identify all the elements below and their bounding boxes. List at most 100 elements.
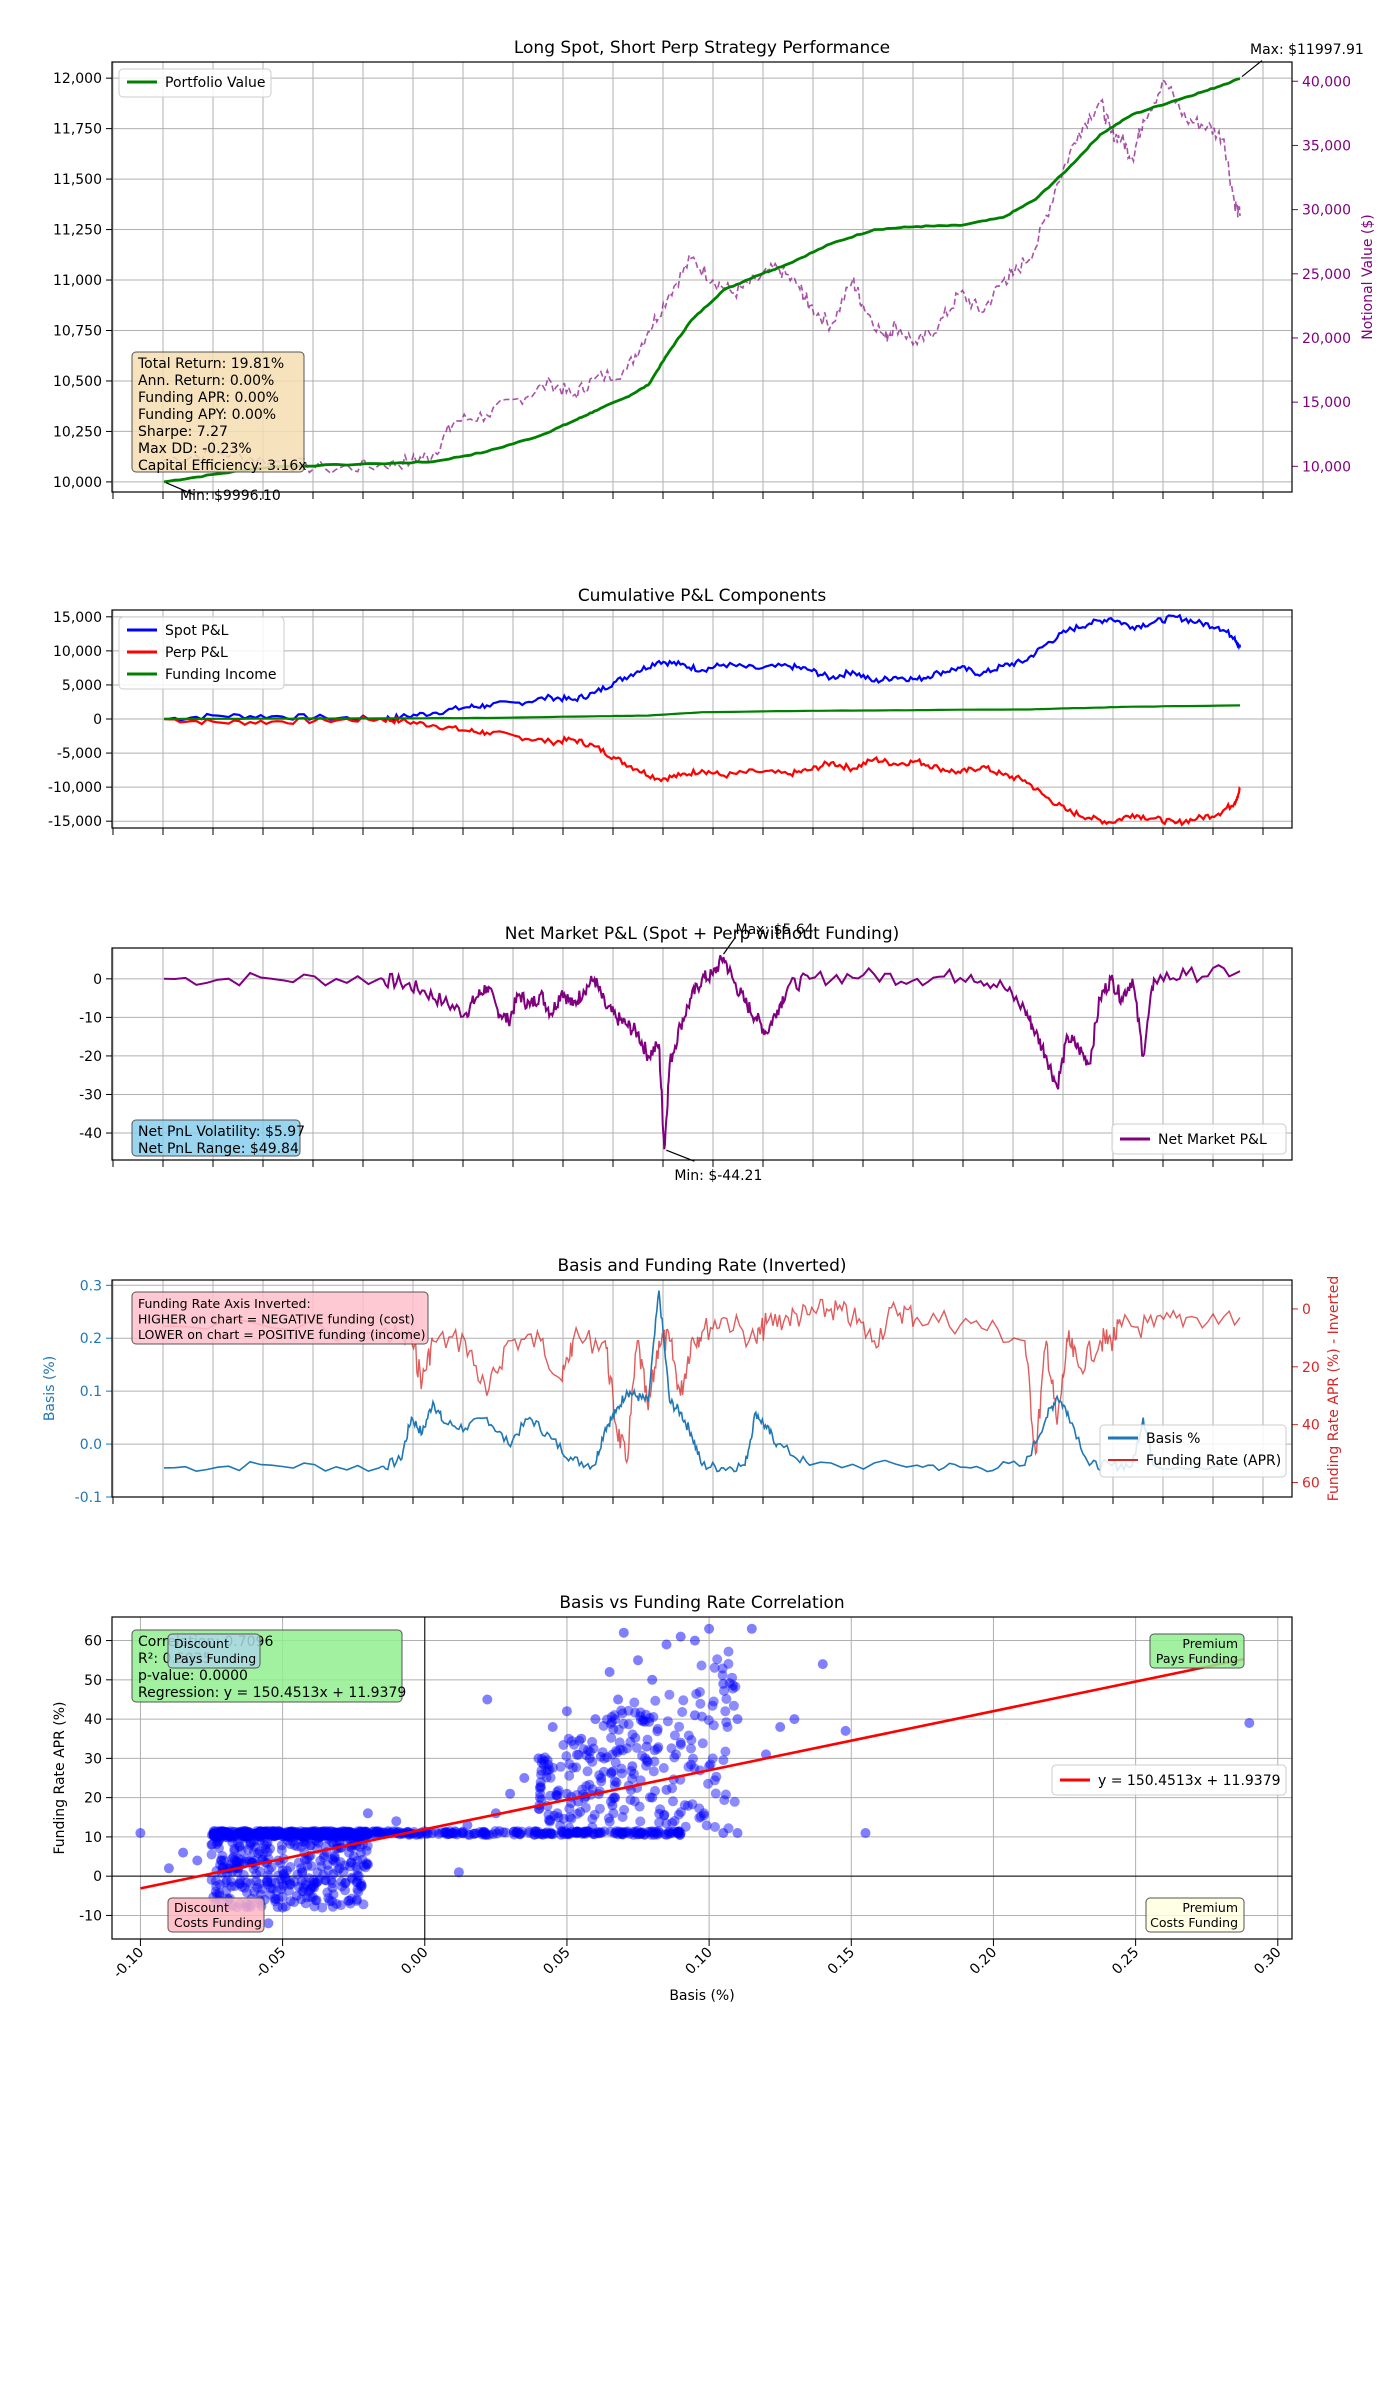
scatter-point [587, 1827, 598, 1838]
scatter-point [232, 1838, 243, 1848]
scatter-point [358, 1827, 369, 1838]
scatter-point [270, 1826, 281, 1837]
scatter-point [363, 1829, 374, 1840]
scatter-point [235, 1879, 245, 1889]
scatter-point [310, 1829, 321, 1840]
scatter-point [614, 1827, 625, 1838]
scatter-point [571, 1749, 582, 1760]
scatter-point [306, 1861, 317, 1871]
scatter-point [675, 1631, 686, 1642]
scatter-point [209, 1828, 219, 1838]
scatter-point [269, 1830, 280, 1841]
scatter-point [243, 1831, 254, 1842]
scatter-point [541, 1827, 552, 1838]
scatter-point [596, 1827, 607, 1838]
scatter-point [619, 1804, 630, 1815]
legend-label: Basis % [1146, 1431, 1200, 1447]
scatter-point [296, 1863, 307, 1874]
scatter-point [629, 1697, 640, 1708]
scatter-point [212, 1831, 222, 1842]
scatter-point [255, 1826, 265, 1837]
scatter-point [254, 1878, 265, 1889]
scatter-point [699, 1810, 709, 1821]
scatter-point [262, 1837, 273, 1848]
scatter-point [564, 1812, 575, 1823]
scatter-point [354, 1827, 365, 1838]
scatter-point [271, 1894, 281, 1905]
y-tick-label: -10 [79, 1908, 102, 1924]
scatter-point [351, 1894, 362, 1905]
scatter-point [335, 1900, 346, 1911]
scatter-point [228, 1852, 239, 1863]
scatter-point [358, 1831, 369, 1842]
y-tick-label: 12,000 [53, 71, 102, 87]
scatter-point [590, 1714, 601, 1725]
scatter-point [255, 1866, 265, 1877]
pnl-x-ticks [112, 828, 1264, 835]
scatter-point [268, 1831, 279, 1842]
scatter-point [322, 1829, 333, 1840]
scatter-point [529, 1829, 540, 1840]
scatter-point [239, 1831, 250, 1842]
y-tick-label: 10,250 [53, 424, 102, 440]
scatter-point [277, 1831, 288, 1842]
scatter-point [604, 1667, 615, 1677]
quadrant-frame [167, 1633, 261, 1669]
stat-line: Funding APY: 0.00% [138, 407, 276, 423]
stat-line: Net PnL Volatility: $5.97 [138, 1124, 305, 1140]
scatter-point [215, 1879, 225, 1890]
scatter-point [618, 1829, 628, 1840]
scatter-point [213, 1832, 224, 1843]
scatter-point [363, 1829, 373, 1840]
y-tick-label: -0.1 [75, 1490, 102, 1506]
scatter-point [686, 1743, 696, 1754]
y2-tick-label: 60 [1302, 1476, 1320, 1492]
scatter-point [611, 1745, 622, 1756]
scatter-point [669, 1816, 680, 1826]
scatter-point [263, 1870, 273, 1881]
scatter-point [348, 1828, 359, 1839]
scatter-point [241, 1828, 252, 1839]
scatter-point [694, 1687, 705, 1697]
scatter-point [299, 1854, 310, 1865]
scatter-point [572, 1826, 583, 1837]
scatter-point [344, 1826, 355, 1837]
scatter-point [636, 1828, 647, 1839]
scatter-point [327, 1854, 338, 1865]
scatter-point [321, 1830, 331, 1841]
scatter-point [544, 1816, 555, 1827]
scatter-point [453, 1867, 464, 1878]
scatter-point [323, 1865, 334, 1876]
scatter-point [635, 1816, 646, 1827]
scatter-point [789, 1714, 800, 1725]
scatter-point [311, 1826, 322, 1837]
scatter-point [226, 1881, 237, 1892]
scatter-point [251, 1828, 262, 1839]
scatter-point [270, 1896, 281, 1907]
scatter-point [315, 1831, 326, 1842]
scatter-point [284, 1827, 295, 1838]
scatter-point [637, 1750, 648, 1761]
scatter-point [509, 1829, 520, 1840]
scatter-point [319, 1850, 330, 1861]
scatter-point [602, 1714, 612, 1725]
scatter-point [671, 1749, 681, 1760]
scatter-point [300, 1827, 311, 1838]
scatter-point [240, 1826, 251, 1837]
scatter-point [578, 1744, 589, 1755]
scatter-point [286, 1831, 297, 1842]
scatter-point [689, 1763, 700, 1774]
scatter-point [555, 1761, 566, 1772]
scatter-point [617, 1827, 628, 1838]
funding-rate-line [163, 1298, 1241, 1465]
scatter-point [334, 1835, 345, 1846]
scatter-point [511, 1826, 522, 1837]
scatter-point [621, 1827, 632, 1838]
scatter-point [220, 1877, 231, 1888]
scatter-point [342, 1828, 353, 1839]
scatter-point [663, 1826, 674, 1837]
scatter-point [339, 1826, 350, 1837]
scatter-point [244, 1856, 255, 1867]
scatter-point [640, 1716, 650, 1727]
scatter-point [267, 1829, 278, 1840]
